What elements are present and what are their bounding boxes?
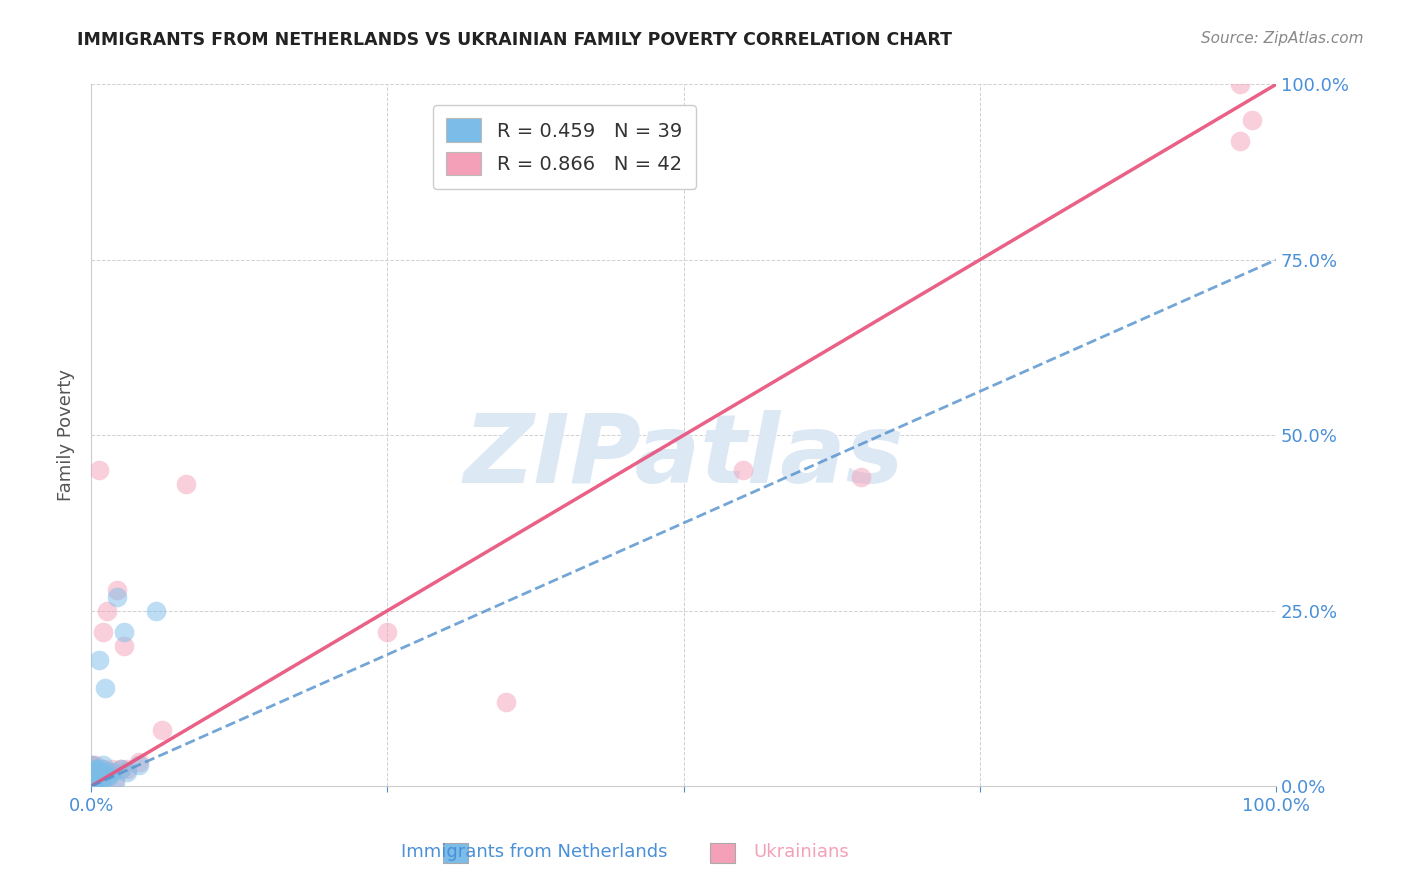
- Point: [94, 681, 117, 695]
- Point: [94, 769, 117, 783]
- Point: [83, 769, 105, 783]
- Text: Ukrainians: Ukrainians: [754, 843, 849, 861]
- Point: [82, 758, 104, 772]
- Point: [110, 762, 132, 776]
- Point: [104, 775, 127, 789]
- Point: [377, 624, 399, 639]
- Point: [91, 758, 114, 772]
- Point: [1229, 78, 1251, 92]
- Point: [1229, 134, 1251, 148]
- Point: [90, 769, 112, 783]
- Point: [83, 762, 105, 776]
- Point: [97, 769, 120, 783]
- Point: [83, 765, 105, 780]
- Point: [145, 604, 167, 618]
- Text: Source: ZipAtlas.com: Source: ZipAtlas.com: [1201, 31, 1364, 46]
- Point: [96, 604, 118, 618]
- Point: [82, 758, 104, 772]
- Point: [86, 762, 108, 776]
- Point: [97, 765, 120, 780]
- Point: [83, 775, 105, 789]
- Point: [83, 775, 105, 789]
- Point: [84, 769, 107, 783]
- Point: [87, 765, 110, 780]
- Point: [83, 762, 105, 776]
- Point: [83, 772, 105, 786]
- Point: [87, 772, 110, 786]
- Point: [174, 477, 197, 491]
- Point: [90, 772, 112, 786]
- Point: [86, 775, 108, 789]
- Point: [84, 772, 107, 786]
- Point: [112, 639, 135, 653]
- Point: [128, 758, 150, 772]
- Point: [83, 775, 105, 789]
- Point: [89, 769, 111, 783]
- Point: [128, 755, 150, 769]
- Point: [83, 765, 105, 780]
- Point: [83, 772, 105, 786]
- Text: IMMIGRANTS FROM NETHERLANDS VS UKRAINIAN FAMILY POVERTY CORRELATION CHART: IMMIGRANTS FROM NETHERLANDS VS UKRAINIAN…: [77, 31, 952, 49]
- Point: [89, 653, 111, 667]
- Point: [83, 772, 105, 786]
- Point: [115, 765, 138, 780]
- Legend: R = 0.459   N = 39, R = 0.866   N = 42: R = 0.459 N = 39, R = 0.866 N = 42: [433, 104, 696, 189]
- Point: [83, 775, 105, 789]
- Point: [91, 624, 114, 639]
- Point: [86, 775, 108, 789]
- Point: [101, 765, 124, 780]
- Text: Immigrants from Netherlands: Immigrants from Netherlands: [401, 843, 668, 861]
- Point: [83, 769, 105, 783]
- Point: [91, 765, 114, 780]
- Point: [82, 765, 104, 780]
- Point: [115, 762, 138, 776]
- Point: [83, 765, 105, 780]
- Point: [110, 762, 132, 776]
- Point: [104, 772, 127, 786]
- Text: ZIPatlas: ZIPatlas: [463, 409, 904, 503]
- Point: [87, 772, 110, 786]
- Point: [89, 769, 111, 783]
- Point: [96, 769, 118, 783]
- Point: [87, 765, 110, 780]
- Point: [86, 772, 108, 786]
- Point: [1241, 112, 1264, 127]
- Point: [731, 463, 754, 477]
- Point: [84, 765, 107, 780]
- Point: [91, 762, 114, 776]
- Point: [84, 772, 107, 786]
- Y-axis label: Family Poverty: Family Poverty: [58, 369, 75, 501]
- Point: [83, 765, 105, 780]
- Point: [150, 723, 173, 737]
- Point: [90, 769, 112, 783]
- Point: [112, 624, 135, 639]
- Point: [83, 772, 105, 786]
- Point: [82, 772, 104, 786]
- Point: [82, 772, 104, 786]
- Point: [82, 765, 104, 780]
- Point: [89, 463, 111, 477]
- Point: [851, 470, 873, 484]
- Point: [90, 762, 112, 776]
- Point: [495, 695, 517, 709]
- Point: [90, 772, 112, 786]
- Point: [105, 582, 128, 597]
- Point: [84, 765, 107, 780]
- Point: [101, 762, 124, 776]
- Point: [105, 590, 128, 604]
- Point: [86, 762, 108, 776]
- Point: [90, 765, 112, 780]
- Point: [83, 758, 105, 772]
